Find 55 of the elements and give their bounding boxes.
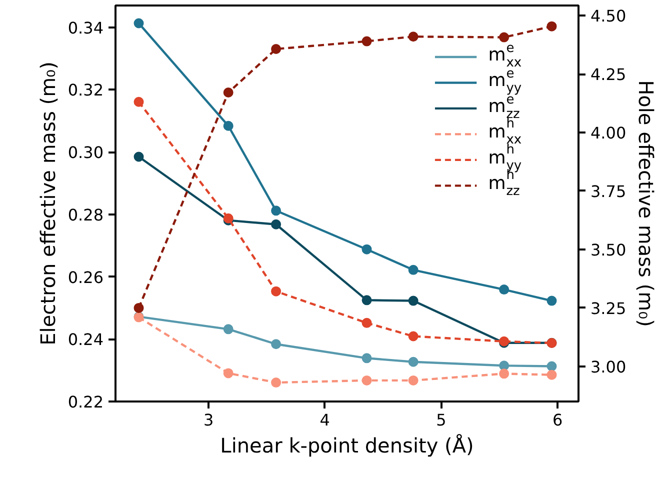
y-tick-label: 0.26 xyxy=(68,268,104,287)
y-tick-label: 0.30 xyxy=(68,143,104,162)
x-tick-label: 4 xyxy=(320,410,330,430)
y2-tick-label: 3.00 xyxy=(590,357,626,376)
y2-tick-label: 3.50 xyxy=(590,240,626,260)
point xyxy=(499,32,510,42)
point xyxy=(271,378,282,388)
y2-tick-label: 3.75 xyxy=(590,182,626,201)
y-tick-label: 0.32 xyxy=(68,80,104,100)
point xyxy=(134,152,144,162)
point xyxy=(546,296,557,306)
x-tick-label: 3 xyxy=(203,410,214,430)
point xyxy=(362,353,372,364)
point xyxy=(546,370,557,380)
x-axis-title: Linear k-point density (Å) xyxy=(220,434,474,458)
point xyxy=(408,375,418,386)
point xyxy=(134,96,144,107)
y2-axis-title: Hole effective mass (m₀) xyxy=(634,80,658,327)
point xyxy=(271,206,282,216)
point xyxy=(271,219,282,230)
y-tick-label: 0.24 xyxy=(68,330,104,350)
point xyxy=(362,36,372,46)
point xyxy=(408,331,418,342)
point xyxy=(408,32,418,42)
y2-tick-label: 4.00 xyxy=(590,124,626,143)
x-tick-label: 6 xyxy=(552,410,563,430)
point xyxy=(271,339,282,350)
point xyxy=(223,324,234,334)
point xyxy=(362,244,372,254)
y2-tick-label: 3.25 xyxy=(590,298,626,318)
point xyxy=(362,318,372,328)
point xyxy=(362,295,372,306)
point xyxy=(499,360,510,371)
point xyxy=(499,368,510,379)
point xyxy=(408,296,418,306)
y-axis-title: Electron effective mass (m₀) xyxy=(36,62,60,346)
point xyxy=(223,120,234,131)
point xyxy=(134,302,144,313)
y2-tick-label: 4.25 xyxy=(590,65,626,84)
point xyxy=(271,286,282,296)
y-tick-label: 0.28 xyxy=(68,205,104,224)
point xyxy=(546,21,557,32)
point xyxy=(223,368,234,378)
x-tick-label: 5 xyxy=(436,410,446,430)
point xyxy=(223,88,234,98)
y2-tick-label: 4.50 xyxy=(590,6,626,26)
point xyxy=(134,18,144,28)
y-tick-label: 0.22 xyxy=(68,392,104,412)
y-tick-label: 0.34 xyxy=(68,18,104,38)
point xyxy=(362,375,372,386)
point xyxy=(271,44,282,54)
point xyxy=(499,284,510,295)
point xyxy=(408,356,418,367)
point xyxy=(546,361,557,372)
point xyxy=(408,264,418,275)
